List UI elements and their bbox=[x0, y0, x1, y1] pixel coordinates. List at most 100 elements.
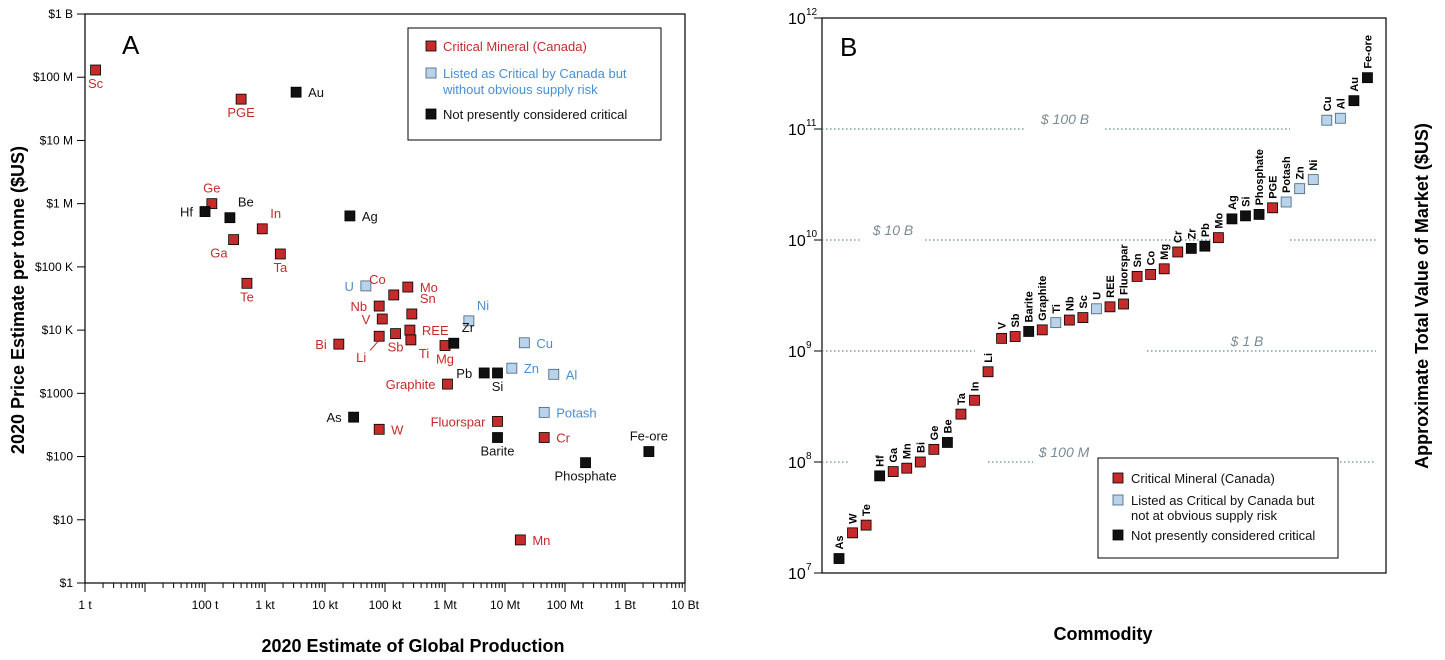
panel-b-point-label-ree: REE bbox=[1105, 275, 1117, 298]
panel-b-point-label-sn: Sn bbox=[1132, 253, 1144, 267]
panel-b-point-be: Be bbox=[942, 419, 954, 448]
panel-a-point-label-barite: Barite bbox=[481, 444, 515, 459]
panel-a-marker-phosphate bbox=[580, 457, 591, 469]
panel-a-marker-zr bbox=[448, 337, 460, 349]
panel-a-point-label-w: W bbox=[391, 422, 404, 437]
panel-b-point-nb: Nb bbox=[1063, 296, 1076, 326]
panel-a-point-u: U bbox=[344, 279, 372, 294]
panel-a-marker-ni bbox=[463, 315, 475, 327]
panel-a-point-fluorspar: Fluorspar bbox=[431, 414, 503, 429]
panel-a-point-label-ge: Ge bbox=[203, 181, 220, 196]
panel-b-guide-100-m: $ 100 M bbox=[822, 444, 1376, 463]
panel-a-point-label-zr: Zr bbox=[462, 320, 475, 335]
panel-a-marker-zn bbox=[506, 362, 518, 374]
panel-a-point-al: Al bbox=[548, 367, 577, 382]
panel-a-point-label-si: Si bbox=[492, 379, 504, 394]
panel-b-marker-hf bbox=[874, 470, 886, 482]
panel-b-marker-mg bbox=[1158, 263, 1170, 275]
panel-b-marker-ga bbox=[887, 466, 899, 477]
panel-b-y-tick-power: 9 bbox=[806, 340, 812, 351]
panel-a-point-label-cu: Cu bbox=[536, 336, 553, 351]
panel-b-point-label-zr: Zr bbox=[1186, 228, 1198, 240]
panel-a-point-co: Co bbox=[369, 272, 400, 301]
panel-a-point-label-pge: PGE bbox=[227, 105, 255, 120]
panel-b-marker-al bbox=[1334, 112, 1346, 124]
panel-b-y-tick-base: 10 bbox=[788, 455, 806, 472]
panel-a-marker-fluorspar bbox=[492, 415, 503, 427]
panel-b-point-label-pb: Pb bbox=[1200, 223, 1212, 237]
panel-b-marker-sn bbox=[1131, 270, 1143, 282]
panel-a-y-tick-label: $1 B bbox=[48, 7, 73, 21]
panel-b-point-pb: Pb bbox=[1199, 223, 1212, 252]
panel-b-point-te: Te bbox=[860, 504, 873, 531]
panel-b-marker-ni bbox=[1307, 174, 1319, 186]
panel-a-point-zn: Zn bbox=[506, 361, 539, 376]
panel-b-point-phosphate: Phosphate bbox=[1253, 149, 1266, 220]
panel-a-point-zr: Zr bbox=[448, 320, 475, 349]
panel-b-point-label-ti: Ti bbox=[1051, 304, 1063, 314]
panel-a-chart: 1 t 100 t 1 kt 10 kt 100 kt 1 Mt 10 Mt 100 Mt 1 … bbox=[8, 7, 700, 656]
panel-b-marker-v bbox=[996, 332, 1007, 344]
panel-a-legend-swatch-critical bbox=[425, 40, 437, 52]
panel-a-point-nb: Nb bbox=[351, 299, 385, 314]
panel-a-legend-entry-listed: Listed as Critical by Canada butwithout … bbox=[425, 66, 627, 97]
panel-a-legend-swatch-notcritical bbox=[425, 108, 437, 120]
panel-a-point-label-co: Co bbox=[369, 272, 386, 287]
panel-a-point-label-sb: Sb bbox=[388, 340, 404, 355]
panel-a-point-label-hf: Hf bbox=[180, 205, 193, 220]
panel-b-point-label-ga: Ga bbox=[888, 447, 900, 463]
panel-b-y-tick-label: 10 11 bbox=[788, 118, 817, 139]
panel-a-point-label-u: U bbox=[344, 279, 353, 294]
panel-b-marker-in bbox=[969, 394, 980, 406]
panel-b-guide-100-b: $ 100 B bbox=[822, 111, 1290, 130]
panel-a-y-tick-label: $100 bbox=[46, 450, 73, 464]
panel-b-legend-label-listed: not at obvious supply risk bbox=[1131, 508, 1277, 523]
panel-b-marker-barite bbox=[1023, 326, 1035, 337]
panel-b-point-bi: Bi bbox=[914, 442, 927, 468]
panel-b-point-label-si: Si bbox=[1241, 196, 1253, 206]
panel-a-point-in: In bbox=[256, 206, 281, 235]
panel-a-marker-sn bbox=[406, 308, 418, 320]
panel-b-point-label-co: Co bbox=[1146, 250, 1158, 265]
panel-a-point-label-ti: Ti bbox=[419, 346, 429, 361]
panel-a-point-label-mg: Mg bbox=[436, 352, 454, 367]
panel-a-y-tick-label: $10 K bbox=[42, 323, 73, 337]
panel-a-marker-fe-ore bbox=[643, 446, 655, 457]
panel-a-point-label-zn: Zn bbox=[524, 361, 539, 376]
panel-b-y-tick-power: 8 bbox=[806, 451, 812, 462]
panel-a-marker-bi bbox=[333, 338, 345, 350]
panel-b-marker-nb bbox=[1063, 314, 1075, 326]
panel-a-marker-ta bbox=[274, 248, 286, 260]
panel-b-point-label-te: Te bbox=[861, 504, 873, 516]
panel-a-point-potash: Potash bbox=[538, 405, 597, 420]
panel-a-point-pb: Pb bbox=[456, 366, 490, 381]
panel-b-guide-label: $ 100 B bbox=[1040, 111, 1089, 127]
panel-a-point-ag: Ag bbox=[344, 209, 378, 224]
panel-b-plot-frame bbox=[821, 17, 1387, 574]
panel-a-x-tick-label: 10 Mt bbox=[490, 598, 521, 612]
panel-b-marker-bi bbox=[914, 456, 926, 468]
panel-a-leader-li bbox=[369, 340, 379, 351]
panel-b-point-cr: Cr bbox=[1172, 230, 1185, 258]
panel-b-point-label-cu: Cu bbox=[1322, 97, 1334, 112]
panel-b-legend-swatch-listed bbox=[1112, 494, 1124, 506]
panel-a-point-label-ag: Ag bbox=[362, 209, 378, 224]
panel-b-point-zn: Zn bbox=[1294, 166, 1307, 195]
panel-a-point-label-sc: Sc bbox=[88, 76, 104, 91]
panel-b-marker-ag bbox=[1226, 213, 1238, 225]
panel-a-point-be: Be bbox=[224, 195, 254, 224]
panel-b-point-pge: PGE bbox=[1267, 176, 1280, 214]
panel-b-point-label-w: W bbox=[848, 513, 860, 524]
panel-b-y-tick-label: 10 10 bbox=[788, 229, 818, 250]
panel-b-point-label-mg: Mg bbox=[1159, 244, 1171, 260]
panel-a-y-tick-label: $10 M bbox=[40, 133, 73, 147]
panel-b-point-graphite: Graphite bbox=[1036, 276, 1049, 336]
panel-a-y-tick-label: $1 M bbox=[46, 197, 73, 211]
panel-a-point-si: Si bbox=[492, 367, 504, 394]
panel-a-point-li: Li bbox=[356, 330, 385, 365]
panel-a-y-axis-title: 2020 Price Estimate per tonne ($US) bbox=[8, 146, 28, 454]
panel-a-points: Sc PGE Au Ge Hf Be In Ga Ta Te Ag U Co Mo Nb Sn V Ni REE Li… bbox=[88, 64, 668, 548]
panel-b-marker-au bbox=[1348, 95, 1360, 107]
panel-b-y-tick-label: 10 8 bbox=[788, 451, 812, 472]
